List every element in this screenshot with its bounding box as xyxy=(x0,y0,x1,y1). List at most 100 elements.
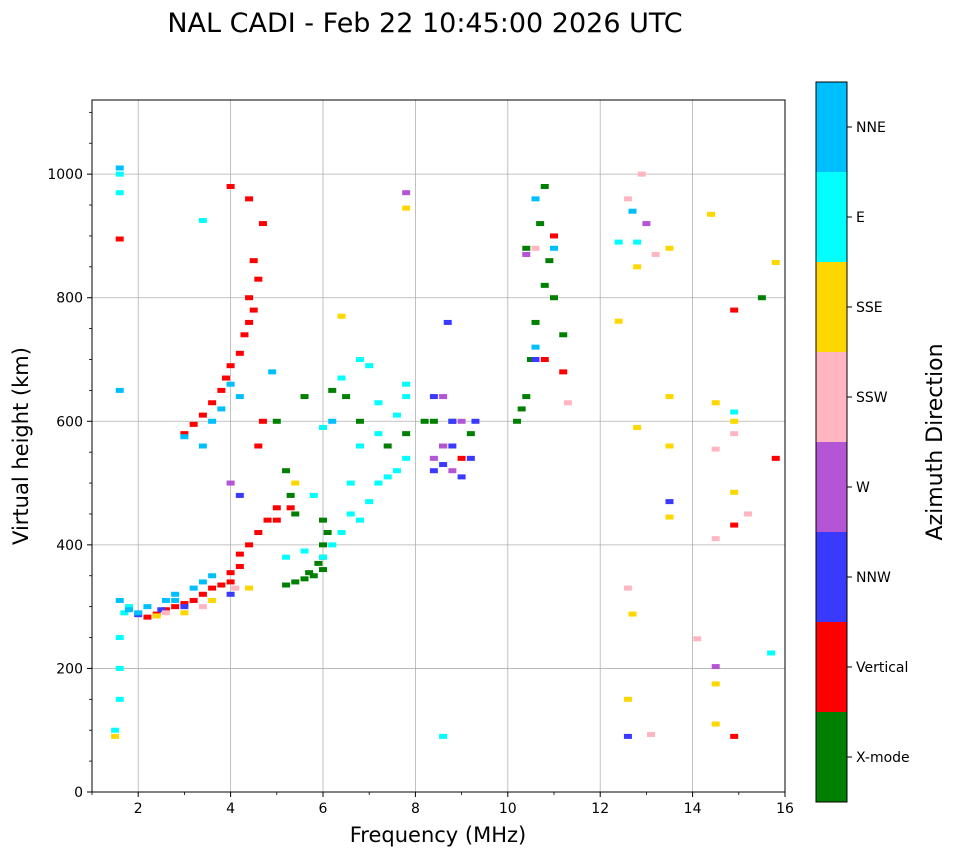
data-point xyxy=(319,517,327,523)
data-point xyxy=(466,455,475,461)
data-point xyxy=(346,480,355,486)
data-point xyxy=(383,443,392,449)
data-point xyxy=(545,258,554,264)
data-point xyxy=(642,221,651,227)
data-point xyxy=(730,418,739,424)
colorbar: X-mode Vertical NNW W SSW SSE E NNE xyxy=(815,81,910,803)
data-point xyxy=(111,733,120,739)
data-point xyxy=(245,542,254,548)
data-point xyxy=(189,597,198,603)
plot-frame xyxy=(91,99,786,793)
x-tick-label: 14 xyxy=(684,801,702,817)
data-point xyxy=(231,585,240,591)
data-point xyxy=(180,434,189,440)
data-point xyxy=(189,421,198,427)
y-tick-label: 600 xyxy=(56,414,83,430)
data-point xyxy=(115,165,124,171)
data-point xyxy=(120,610,129,616)
data-point xyxy=(319,554,327,560)
data-point xyxy=(208,573,217,579)
data-point xyxy=(711,400,720,406)
colorbar-segment xyxy=(816,532,847,622)
x-axis: 2 4 6 8 10 12 14 16 xyxy=(91,792,794,817)
data-point xyxy=(730,307,739,313)
data-point xyxy=(180,431,189,437)
data-point xyxy=(429,468,438,474)
y-axis-label: Virtual height (km) xyxy=(9,347,33,545)
data-point xyxy=(240,332,249,338)
data-point xyxy=(439,443,448,449)
data-point xyxy=(550,233,558,239)
data-point xyxy=(124,607,133,613)
colorbar-tick-label: SSW xyxy=(856,390,888,406)
data-point xyxy=(628,208,637,214)
data-point xyxy=(693,636,702,642)
data-point xyxy=(355,357,364,362)
data-point xyxy=(374,400,383,406)
x-axis-label: Frequency (MHz) xyxy=(350,823,526,847)
data-point xyxy=(189,585,198,591)
colorbar-tick-label: Vertical xyxy=(856,660,908,676)
colorbar-frame xyxy=(815,81,848,803)
data-point xyxy=(665,514,674,520)
data-point xyxy=(342,394,351,400)
data-points xyxy=(111,165,780,739)
data-point xyxy=(623,696,632,702)
data-point xyxy=(448,418,457,424)
data-point xyxy=(323,530,332,535)
data-point xyxy=(402,394,411,400)
data-point xyxy=(245,585,254,591)
data-point xyxy=(614,318,623,324)
colorbar-segment xyxy=(816,172,847,262)
data-point xyxy=(235,563,244,569)
x-tick-label: 10 xyxy=(499,801,517,817)
data-point xyxy=(522,251,531,257)
data-point xyxy=(286,492,295,498)
data-point xyxy=(161,610,170,616)
data-point xyxy=(300,576,309,582)
data-point xyxy=(180,604,189,610)
data-point xyxy=(402,381,411,387)
colorbar-label: Azimuth Direction xyxy=(923,343,948,540)
data-point xyxy=(346,511,355,517)
colorbar-tick-label: X-mode xyxy=(856,750,910,766)
colorbar-tick-label: SSE xyxy=(856,300,883,316)
data-point xyxy=(457,455,466,461)
data-point xyxy=(226,381,235,387)
data-point xyxy=(134,610,143,616)
data-point xyxy=(443,319,452,325)
data-point xyxy=(439,394,448,400)
data-point xyxy=(402,205,411,211)
data-point xyxy=(249,258,258,264)
data-point xyxy=(637,171,646,177)
data-point xyxy=(420,418,429,424)
data-point xyxy=(355,443,364,449)
data-point xyxy=(402,190,411,196)
grid xyxy=(92,100,786,793)
data-point xyxy=(328,387,337,393)
colorbar-segment xyxy=(816,262,847,352)
data-point xyxy=(623,585,632,591)
data-point xyxy=(466,431,475,437)
data-point xyxy=(448,468,457,474)
data-point xyxy=(282,468,291,474)
data-point xyxy=(198,412,207,418)
data-point xyxy=(665,245,674,251)
data-point xyxy=(272,517,281,523)
data-point xyxy=(235,492,244,498)
data-point xyxy=(711,681,720,687)
data-point xyxy=(254,276,263,282)
data-point xyxy=(180,610,189,616)
y-tick-label: 800 xyxy=(56,291,83,307)
colorbar-segment xyxy=(816,442,847,532)
data-point xyxy=(337,313,346,319)
x-tick-label: 8 xyxy=(411,801,420,817)
data-point xyxy=(245,319,254,325)
x-tick-label: 6 xyxy=(319,801,328,817)
data-point xyxy=(143,604,152,610)
data-point xyxy=(152,613,161,619)
data-point xyxy=(337,375,346,381)
data-point xyxy=(305,570,314,576)
colorbar-segment xyxy=(816,352,847,442)
